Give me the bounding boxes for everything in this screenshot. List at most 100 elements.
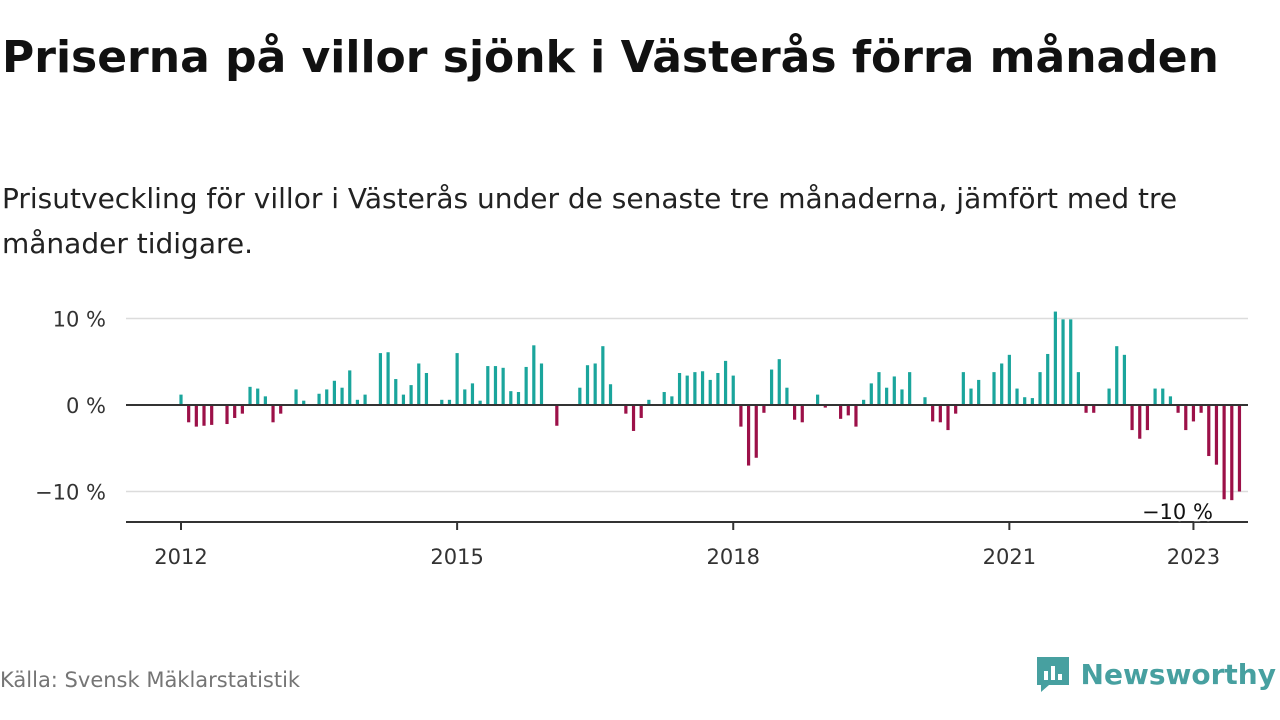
- bar: [332, 380, 336, 405]
- bar: [892, 376, 896, 405]
- bar: [793, 405, 797, 420]
- bar: [762, 405, 766, 413]
- bar: [1214, 405, 1219, 465]
- bar: [923, 397, 927, 405]
- brand-logo[interactable]: Newsworthy: [1035, 652, 1276, 696]
- bar: [708, 379, 712, 405]
- bar: [777, 359, 781, 405]
- bar: [593, 363, 597, 405]
- y-tick-label: −10 %: [35, 481, 106, 505]
- bar: [325, 389, 329, 405]
- grid-lines: [126, 317, 1248, 493]
- bar: [1030, 398, 1034, 405]
- bar: [716, 372, 720, 405]
- bar: [578, 387, 582, 405]
- bar: [355, 399, 360, 405]
- bar: [885, 387, 889, 405]
- bar: [1237, 405, 1242, 492]
- bar: [1053, 311, 1057, 405]
- bar: [1199, 405, 1203, 413]
- bar: [624, 405, 628, 414]
- bar: [731, 375, 735, 405]
- axis-labels: 10 % 0 % −10 % 2012 2015 2018 2021 2023 −10 %: [35, 308, 1220, 570]
- bar: [1015, 388, 1019, 405]
- bar: [1107, 388, 1111, 405]
- bar: [739, 405, 743, 427]
- bar: [1130, 405, 1134, 431]
- bar: [862, 399, 866, 405]
- bar: [378, 353, 383, 405]
- bar: [1069, 319, 1073, 405]
- bar: [179, 394, 183, 405]
- source-note: Källa: Svensk Mäklarstatistik: [0, 668, 301, 692]
- bar: [409, 385, 413, 405]
- bar: [1084, 405, 1088, 413]
- bar: [769, 369, 774, 405]
- bar: [363, 394, 367, 405]
- bar: [424, 372, 429, 405]
- bar: [1191, 405, 1196, 422]
- bar: [486, 366, 490, 405]
- brand-name: Newsworthy: [1080, 657, 1276, 691]
- bar: [1222, 405, 1226, 500]
- bar: [700, 371, 705, 405]
- bar: [470, 383, 475, 405]
- x-tick-label: 2021: [983, 545, 1036, 569]
- bar: [1168, 396, 1173, 405]
- bar: [608, 384, 613, 405]
- x-tick-label: 2018: [707, 545, 760, 569]
- bar: [493, 366, 498, 405]
- bar: [931, 405, 935, 422]
- bar: [1145, 405, 1150, 431]
- last-value-label: −10 %: [1142, 500, 1213, 524]
- bar: [800, 405, 804, 423]
- bar: [1153, 388, 1157, 405]
- bar: [670, 396, 674, 405]
- bar: [754, 405, 758, 458]
- bar: [1115, 346, 1119, 405]
- bar: [723, 360, 728, 405]
- bar: [555, 405, 559, 426]
- bar: [440, 399, 444, 405]
- bar: [1122, 354, 1127, 405]
- bar: [785, 387, 789, 405]
- bar-chart: 10 % 0 % −10 % 2012 2015 2018 2021 2023 −10 %: [35, 308, 1248, 570]
- bar: [271, 405, 275, 423]
- bar: [746, 405, 751, 466]
- bar: [294, 389, 298, 405]
- newsworthy-logo-icon: [1036, 657, 1069, 692]
- bar: [977, 379, 981, 405]
- bar: [394, 379, 398, 405]
- bar: [601, 346, 605, 405]
- bar: [348, 370, 352, 405]
- bar: [677, 372, 682, 405]
- bar: [233, 405, 237, 418]
- bar: [1161, 388, 1165, 405]
- bar: [1000, 363, 1004, 405]
- bar: [908, 372, 912, 405]
- bar: [532, 345, 536, 405]
- bar: [854, 405, 858, 427]
- bar: [992, 372, 996, 405]
- bar: [1092, 405, 1096, 413]
- bar: [463, 389, 467, 405]
- bar: [202, 405, 206, 426]
- bar: [417, 363, 421, 405]
- bar: [1076, 372, 1080, 405]
- bar: [524, 366, 528, 405]
- bar: [1207, 405, 1211, 457]
- bar: [954, 405, 958, 414]
- bar: [639, 405, 643, 418]
- bar: [210, 405, 214, 425]
- bar: [1230, 405, 1234, 501]
- bar: [1061, 319, 1065, 405]
- bar: [447, 399, 452, 405]
- bar: [317, 393, 321, 405]
- bar: [1138, 405, 1142, 439]
- bar: [877, 372, 881, 405]
- bars: [179, 311, 1242, 501]
- bar: [631, 405, 636, 431]
- bar: [194, 405, 198, 427]
- bar: [455, 353, 459, 405]
- bar: [478, 400, 482, 405]
